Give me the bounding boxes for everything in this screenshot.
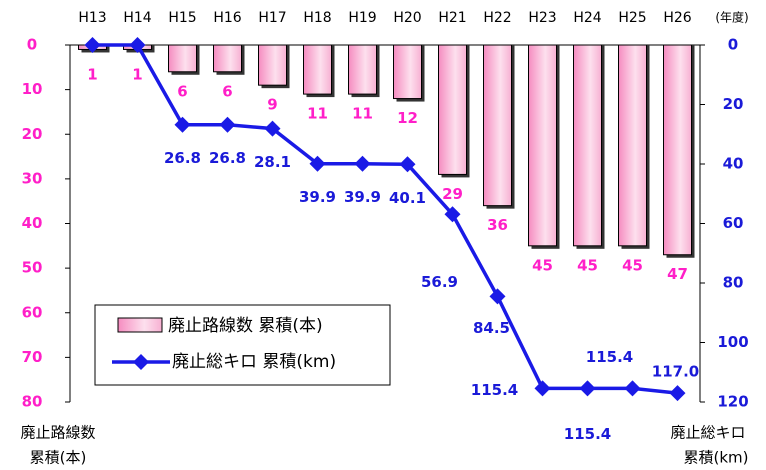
bar [303,44,332,95]
legend-swatch [133,354,149,370]
line-label: 115.4 [564,425,611,443]
y-tick-label: 70 [22,348,43,366]
line-marker [489,288,506,305]
line-marker [444,206,461,223]
line-marker [264,120,281,137]
x-tick-label: H14 [123,10,151,26]
line-marker [84,37,101,53]
x-tick-label: H24 [573,10,601,26]
bar-label: 45 [622,256,643,274]
line-label: 39.9 [299,188,336,206]
y2-tick-label: 80 [723,274,744,292]
legend-swatch [117,317,163,333]
bar [618,44,647,247]
bar-label: 45 [532,256,553,274]
line-marker [309,155,326,172]
line-label: 56.9 [421,273,458,291]
x-tick-label: H23 [528,10,556,26]
bar [213,44,242,73]
line-label: 84.5 [473,319,510,337]
bar-label: 45 [577,256,598,274]
y-tick-label: 0 [27,36,37,54]
line-marker [624,380,641,397]
y2-tick-label: 20 [723,95,744,113]
bar-label: 1 [87,66,97,84]
bar [438,44,467,175]
line-marker [399,156,416,173]
line-label: 28.1 [254,153,291,171]
y-label: 廃止路線数 [20,424,95,442]
bar-label: 47 [667,265,688,283]
bar [168,44,197,73]
bar [258,44,287,86]
line-label: 40.1 [389,189,426,207]
y2-tick-label: 100 [717,333,748,351]
y2-label: 累積(km) [683,449,748,467]
x-tick-label: H20 [393,10,421,26]
line-label: 115.4 [586,348,633,366]
x-tick-label: H21 [438,10,466,26]
bar-label: 36 [487,216,508,234]
x-tick-label: H16 [213,10,241,26]
line-label: 26.8 [164,149,201,167]
legend-label: 廃止総キロ 累積(km) [172,352,336,372]
y-tick-label: 20 [22,125,43,143]
legend-label: 廃止路線数 累積(本) [168,316,323,336]
line-marker [669,385,686,402]
bar-label: 29 [442,185,463,203]
bar [663,44,692,256]
bar-label: 11 [352,105,373,123]
bar [393,44,422,100]
line-marker [579,380,596,397]
bar-label: 6 [177,82,187,100]
bar [483,44,512,207]
bar-label: 1 [132,66,142,84]
y-label: 累積(本) [30,449,87,467]
y-tick-label: 40 [22,214,43,232]
bar-label: 6 [222,82,232,100]
y-tick-label: 50 [22,259,43,277]
y-tick-label: 10 [22,80,43,98]
line-label: 117.0 [652,363,699,381]
y-tick-label: 30 [22,169,43,187]
x-tick-label: H18 [303,10,331,26]
bar [348,44,377,95]
y2-label: 廃止総キロ [670,424,745,442]
line-marker [534,380,551,397]
bar [528,44,557,247]
line-marker [174,116,191,133]
line-marker [354,155,371,172]
bar-label: 11 [307,105,328,123]
x-tick-label: H26 [663,10,691,26]
x-tick-label: H22 [483,10,511,26]
y-tick-label: 80 [22,393,43,411]
bar-label: 12 [397,109,418,127]
x-tick-label: H13 [78,10,106,26]
bar-label: 9 [267,96,277,114]
x-tick-label: H25 [618,10,646,26]
y2-tick-label: 60 [723,214,744,232]
line-marker [219,116,236,133]
y2-tick-label: 120 [717,393,748,411]
line-label: 39.9 [344,188,381,206]
line-label: 115.4 [471,381,518,399]
x-tick-label: H19 [348,10,376,26]
unit-annotation: (年度) [715,10,748,25]
bar [573,44,602,247]
x-tick-label: H15 [168,10,196,26]
y-tick-label: 60 [22,303,43,321]
x-tick-label: H17 [258,10,286,26]
line-label: 26.8 [209,149,246,167]
line-marker [129,37,146,53]
y2-tick-label: 40 [723,155,744,173]
y2-tick-label: 0 [728,36,738,54]
